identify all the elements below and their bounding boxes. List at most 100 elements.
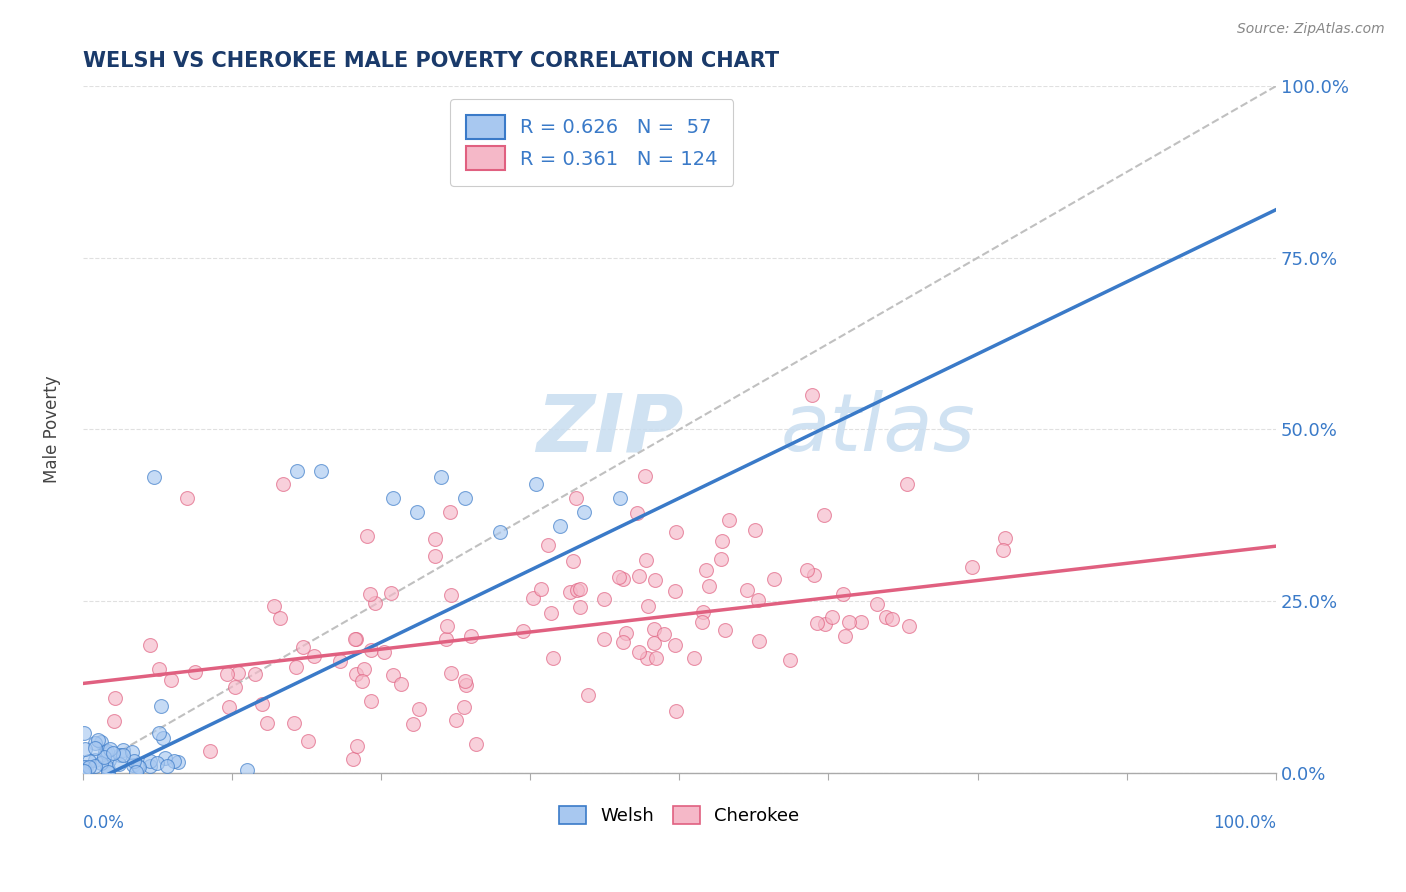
Point xyxy=(101,746,124,760)
Point xyxy=(710,533,733,548)
Point xyxy=(96,744,118,758)
Point xyxy=(73,764,96,779)
Point xyxy=(104,691,127,706)
Point xyxy=(609,491,631,505)
Point xyxy=(664,638,686,652)
Point xyxy=(991,543,1014,558)
Point xyxy=(291,640,314,654)
Point xyxy=(166,755,188,769)
Point xyxy=(779,652,801,666)
Point xyxy=(440,665,463,680)
Y-axis label: Male Poverty: Male Poverty xyxy=(44,376,60,483)
Point xyxy=(962,560,984,574)
Point xyxy=(682,651,704,665)
Point xyxy=(107,756,129,771)
Point xyxy=(218,699,240,714)
Point xyxy=(593,632,616,646)
Point xyxy=(717,513,740,527)
Point xyxy=(75,742,97,756)
Point xyxy=(90,756,112,771)
Legend: Welsh, Cherokee: Welsh, Cherokee xyxy=(553,798,807,832)
Point xyxy=(145,756,167,770)
Point xyxy=(125,765,148,780)
Point xyxy=(405,505,427,519)
Point xyxy=(353,662,375,676)
Point xyxy=(263,599,285,613)
Point xyxy=(245,667,267,681)
Point xyxy=(139,638,162,652)
Point xyxy=(454,678,477,692)
Point xyxy=(994,531,1017,545)
Point xyxy=(103,714,125,729)
Point xyxy=(644,573,666,587)
Point xyxy=(408,702,430,716)
Point xyxy=(643,636,665,650)
Text: Source: ZipAtlas.com: Source: ZipAtlas.com xyxy=(1237,22,1385,37)
Point xyxy=(128,760,150,774)
Point xyxy=(558,585,581,599)
Point xyxy=(567,583,589,598)
Point xyxy=(271,477,294,491)
Point xyxy=(626,506,648,520)
Point xyxy=(344,667,367,681)
Point xyxy=(360,643,382,657)
Point xyxy=(143,470,166,484)
Text: ZIP: ZIP xyxy=(536,391,683,468)
Point xyxy=(360,694,382,708)
Point xyxy=(690,615,713,630)
Point xyxy=(198,744,221,758)
Point xyxy=(562,554,585,568)
Point xyxy=(122,754,145,768)
Point xyxy=(343,632,366,647)
Point xyxy=(714,623,737,637)
Point xyxy=(628,569,651,583)
Point xyxy=(803,567,825,582)
Text: WELSH VS CHEROKEE MALE POVERTY CORRELATION CHART: WELSH VS CHEROKEE MALE POVERTY CORRELATI… xyxy=(83,51,779,70)
Point xyxy=(821,610,844,624)
Point xyxy=(98,753,121,767)
Point xyxy=(184,665,207,679)
Point xyxy=(576,688,599,702)
Point xyxy=(97,765,120,780)
Point xyxy=(699,580,721,594)
Point xyxy=(695,563,717,577)
Point xyxy=(813,508,835,523)
Point xyxy=(359,587,381,601)
Point xyxy=(84,753,107,767)
Point xyxy=(453,699,475,714)
Point xyxy=(548,518,571,533)
Point xyxy=(256,715,278,730)
Point xyxy=(612,573,634,587)
Point xyxy=(838,615,860,630)
Point xyxy=(122,758,145,772)
Point xyxy=(149,699,172,714)
Point xyxy=(851,615,873,629)
Point xyxy=(569,600,592,615)
Point xyxy=(160,673,183,688)
Point xyxy=(896,477,918,491)
Point xyxy=(832,587,855,601)
Point xyxy=(796,563,818,577)
Point xyxy=(364,596,387,610)
Point xyxy=(121,746,143,760)
Point xyxy=(84,740,107,755)
Point xyxy=(77,760,100,774)
Point xyxy=(250,697,273,711)
Point xyxy=(747,592,769,607)
Point xyxy=(152,731,174,745)
Point xyxy=(83,736,105,750)
Point xyxy=(464,737,486,751)
Point xyxy=(350,674,373,689)
Point xyxy=(652,627,675,641)
Point xyxy=(569,582,592,596)
Point xyxy=(75,759,97,773)
Point xyxy=(460,629,482,643)
Point xyxy=(112,748,135,763)
Point xyxy=(163,754,186,768)
Point xyxy=(93,749,115,764)
Point xyxy=(665,704,688,718)
Point xyxy=(423,549,446,563)
Text: 100.0%: 100.0% xyxy=(1213,814,1277,832)
Point xyxy=(302,648,325,663)
Point xyxy=(73,725,96,739)
